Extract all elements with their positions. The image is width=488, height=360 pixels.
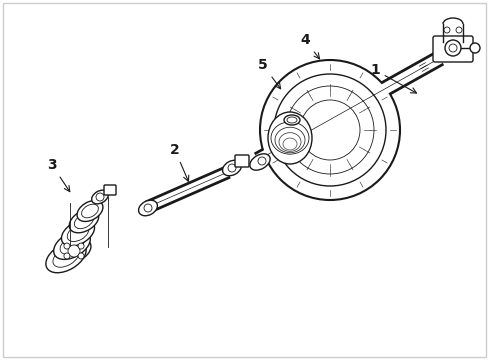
- Text: 3: 3: [47, 158, 70, 192]
- Circle shape: [227, 164, 236, 172]
- Ellipse shape: [274, 127, 305, 153]
- Circle shape: [258, 157, 265, 165]
- Circle shape: [260, 60, 399, 200]
- Ellipse shape: [91, 190, 108, 204]
- Ellipse shape: [81, 204, 98, 218]
- Ellipse shape: [67, 225, 88, 242]
- Ellipse shape: [283, 138, 296, 150]
- Ellipse shape: [60, 236, 84, 255]
- Ellipse shape: [54, 230, 90, 260]
- Ellipse shape: [222, 160, 241, 176]
- Circle shape: [64, 243, 70, 249]
- Ellipse shape: [53, 247, 79, 267]
- Circle shape: [455, 27, 461, 33]
- Ellipse shape: [74, 213, 93, 229]
- Circle shape: [273, 74, 385, 186]
- Circle shape: [443, 27, 449, 33]
- Text: 2: 2: [170, 143, 188, 181]
- FancyBboxPatch shape: [235, 155, 248, 167]
- Ellipse shape: [267, 112, 311, 164]
- Circle shape: [299, 100, 359, 160]
- Ellipse shape: [61, 220, 94, 246]
- Text: 1: 1: [369, 63, 416, 93]
- Ellipse shape: [249, 154, 269, 170]
- Ellipse shape: [77, 201, 102, 221]
- Ellipse shape: [57, 238, 91, 264]
- Circle shape: [78, 243, 84, 249]
- Ellipse shape: [279, 132, 301, 151]
- Circle shape: [285, 86, 373, 174]
- Circle shape: [143, 204, 152, 212]
- Circle shape: [448, 44, 456, 52]
- Ellipse shape: [284, 115, 299, 125]
- Ellipse shape: [69, 209, 99, 233]
- FancyBboxPatch shape: [432, 36, 472, 62]
- Circle shape: [469, 43, 479, 53]
- Text: 4: 4: [300, 33, 319, 59]
- Ellipse shape: [46, 241, 86, 273]
- Ellipse shape: [138, 200, 157, 216]
- Circle shape: [78, 253, 84, 259]
- Ellipse shape: [286, 117, 296, 123]
- Text: 5: 5: [258, 58, 280, 89]
- Circle shape: [64, 253, 70, 259]
- Circle shape: [68, 245, 80, 257]
- Circle shape: [96, 193, 104, 201]
- FancyBboxPatch shape: [104, 185, 116, 195]
- Circle shape: [444, 40, 460, 56]
- Ellipse shape: [270, 122, 308, 154]
